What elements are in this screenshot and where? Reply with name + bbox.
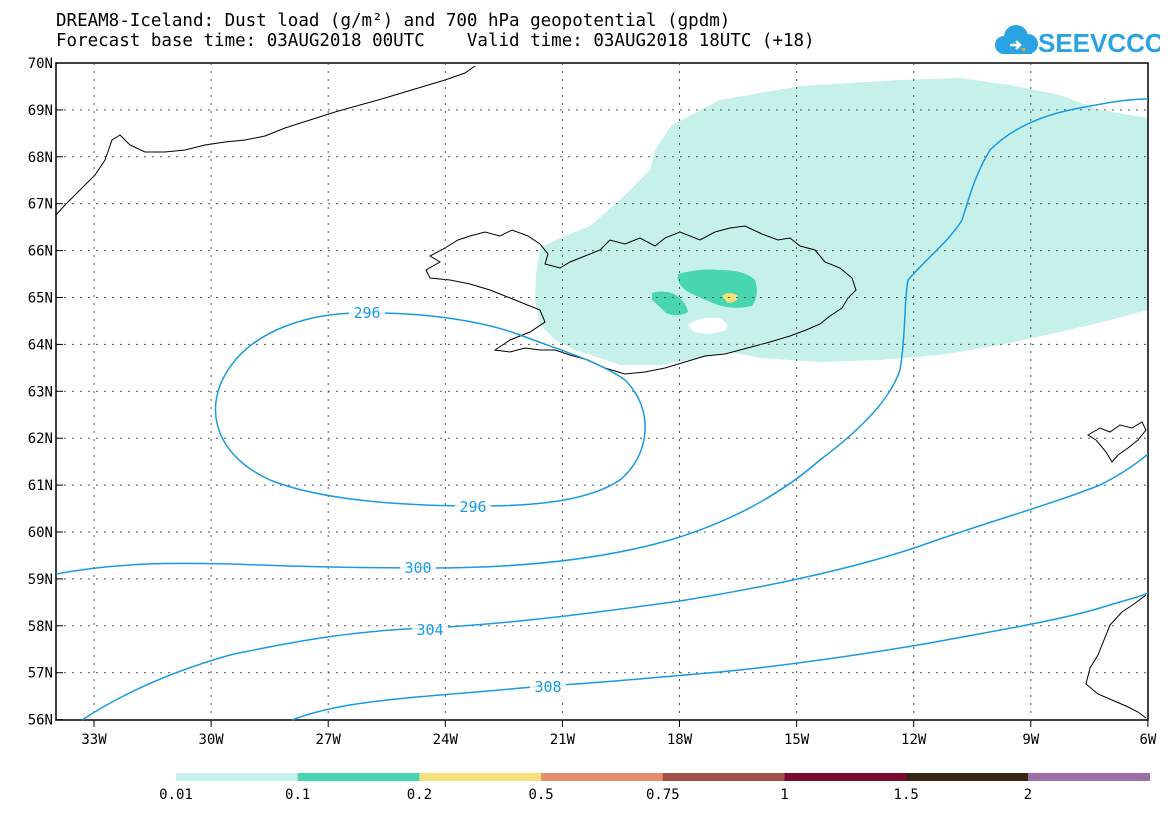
contour-300 (55, 98, 1149, 575)
contour-label: 296 (353, 304, 380, 322)
logo-text: SEEVCCC (1038, 28, 1160, 58)
lat-label: 66N (28, 244, 53, 260)
colorbar-label: 1 (780, 787, 788, 803)
seevccc-logo: SEEVCCC (995, 25, 1160, 58)
dust-area-0.01 (535, 78, 1148, 365)
lat-label: 60N (28, 525, 53, 541)
colorbar-segment (662, 773, 785, 781)
contour-label: 308 (534, 678, 561, 696)
greenland-coastline (55, 65, 476, 216)
lat-label: 62N (28, 431, 53, 447)
colorbar-segment (297, 773, 420, 781)
faroe-coastline (1087, 421, 1147, 463)
lat-label: 69N (28, 103, 53, 119)
dust-gap (688, 317, 727, 334)
graticule (56, 62, 1149, 727)
lon-label: 30W (198, 732, 224, 748)
lat-label: 68N (28, 150, 53, 166)
lon-label: 24W (433, 732, 459, 748)
colorbar-segment (541, 773, 664, 781)
lat-label: 56N (28, 713, 53, 729)
lon-label: 12W (901, 732, 927, 748)
lat-label: 67N (28, 197, 53, 213)
lon-label: 9W (1022, 732, 1039, 748)
colorbar-label: 1.5 (894, 787, 919, 803)
colorbar-segment (1027, 773, 1151, 781)
colorbar-segment (176, 773, 299, 781)
lat-label: 63N (28, 384, 53, 400)
dust-area-0.1-b (652, 291, 688, 316)
map-title: DREAM8-Iceland: Dust load (g/m²) and 700… (56, 11, 731, 31)
contour-label: 296 (459, 498, 486, 516)
colorbar-label: 0.2 (407, 787, 432, 803)
lat-label: 65N (28, 291, 53, 307)
lat-label: 70N (28, 56, 53, 72)
lon-label: 15W (784, 732, 810, 748)
contour-label-bg (349, 303, 385, 323)
scotland-coastline (1085, 594, 1147, 719)
colorbar-segment (784, 773, 907, 781)
contour-label-bg (412, 620, 448, 640)
lat-label: 64N (28, 337, 53, 353)
contour-label-bg (530, 677, 566, 697)
contour-296 (214, 312, 646, 507)
lat-label: 57N (28, 666, 53, 682)
colorbar-label: 0.75 (646, 787, 680, 803)
cloud-icon (995, 25, 1038, 54)
geopotential-contours: 296 296 300 304 308 (55, 98, 1149, 721)
latitude-labels: 70N 69N 68N 67N 66N 65N 64N 63N 62N 61N 60N 59N 58N 5… (28, 56, 53, 729)
colorbar-segment (906, 773, 1029, 781)
colorbar-segment (419, 773, 542, 781)
colorbar-label: 0.1 (285, 787, 310, 803)
forecast-time-line: Forecast base time: 03AUG2018 00UTC Vali… (56, 31, 815, 51)
lon-label: 18W (667, 732, 693, 748)
colorbar-label: 0.01 (159, 787, 193, 803)
lat-label: 58N (28, 619, 53, 635)
contour-label-bg (400, 558, 436, 578)
contour-label-bg (455, 497, 491, 517)
contour-308 (291, 592, 1149, 721)
iceland-coastline (425, 225, 857, 375)
lon-label: 27W (316, 732, 342, 748)
contour-label: 300 (404, 559, 431, 577)
lat-label: 59N (28, 572, 53, 588)
lon-label: 6W (1139, 732, 1156, 748)
contour-label: 304 (416, 621, 443, 639)
lon-label: 21W (550, 732, 576, 748)
colorbar: 0.01 0.1 0.2 0.5 0.75 1 1.5 2 (159, 773, 1151, 803)
colorbar-label: 2 (1024, 787, 1032, 803)
longitude-labels: 33W 30W 27W 24W 21W 18W 15W 12W 9W 6W (81, 732, 1157, 748)
lon-label: 33W (81, 732, 107, 748)
lat-label: 61N (28, 478, 53, 494)
colorbar-label: 0.5 (528, 787, 553, 803)
contour-304 (81, 453, 1149, 721)
